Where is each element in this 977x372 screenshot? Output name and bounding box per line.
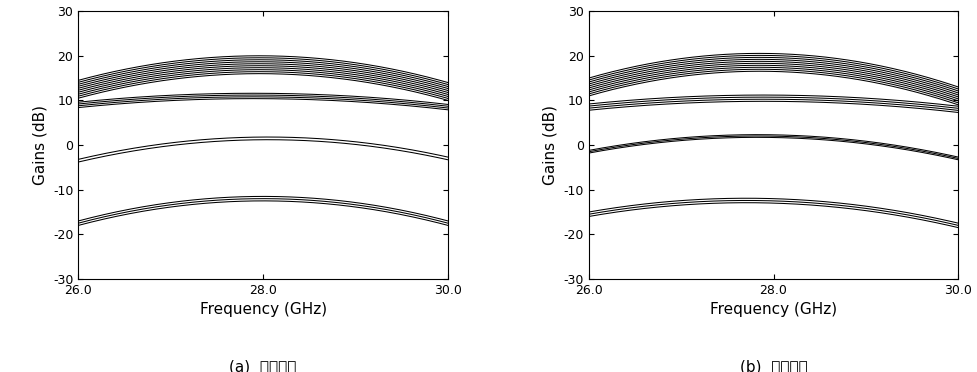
Text: (a)  송신모드: (a) 송신모드 bbox=[230, 359, 297, 372]
X-axis label: Frequency (GHz): Frequency (GHz) bbox=[199, 302, 326, 317]
X-axis label: Frequency (GHz): Frequency (GHz) bbox=[709, 302, 836, 317]
Y-axis label: Gains (dB): Gains (dB) bbox=[542, 105, 557, 185]
Text: (b)  수신모드: (b) 수신모드 bbox=[739, 359, 807, 372]
Y-axis label: Gains (dB): Gains (dB) bbox=[32, 105, 48, 185]
